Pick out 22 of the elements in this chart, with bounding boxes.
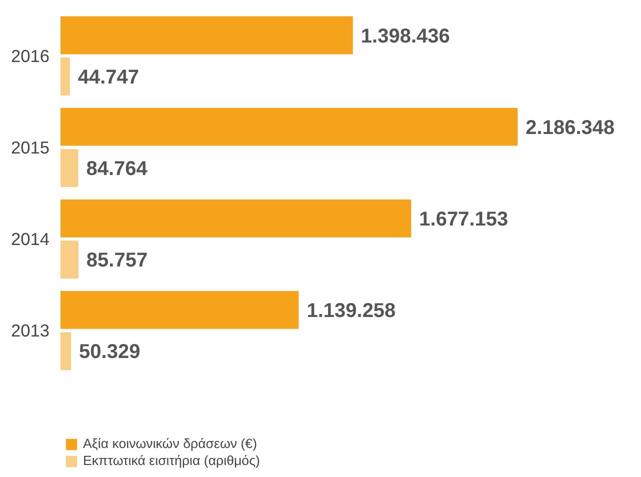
y-tick-label: 2015 [10, 137, 50, 158]
bar [60, 149, 78, 187]
data-label: 1.677.153 [419, 208, 508, 230]
bar [60, 199, 412, 238]
data-label: 44.747 [78, 66, 140, 88]
bar [60, 108, 518, 146]
y-tick-label: 2013 [10, 320, 50, 341]
data-label: 50.329 [79, 341, 140, 364]
data-label: 2.186.348 [526, 116, 615, 139]
bar [60, 291, 299, 329]
bar [60, 332, 72, 370]
bar [60, 58, 70, 96]
data-label: 1.139.258 [306, 300, 396, 322]
y-tick-label: 2014 [10, 229, 50, 249]
y-tick-label: 2016 [10, 46, 50, 66]
bar [60, 240, 78, 279]
data-label: 85.757 [86, 250, 148, 272]
data-label: 84.764 [86, 158, 148, 180]
bar [60, 16, 353, 54]
legend-label: Εκπτωτικά εισιτήρια (αριθμός) [83, 453, 260, 468]
legend-label: Αξία κοινωνικών δράσεων (€) [83, 436, 258, 451]
data-label: 1.398.436 [360, 25, 450, 48]
